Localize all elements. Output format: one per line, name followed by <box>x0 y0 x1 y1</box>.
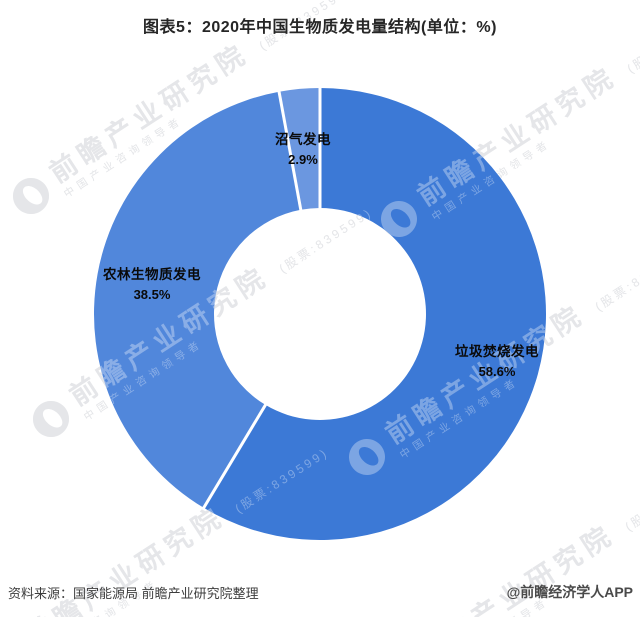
chart-title: 图表5：2020年中国生物质发电量结构(单位：%) <box>143 19 497 36</box>
slice-percent: 2.9% <box>288 152 318 168</box>
slice-percent: 58.6% <box>478 364 516 380</box>
slice-name: 沼气发电 <box>275 132 331 147</box>
slice-name: 垃圾焚烧发电 <box>455 344 539 359</box>
pie-slice-0 <box>203 88 546 540</box>
brand-credit: @前瞻经济学人APP <box>506 584 633 600</box>
slice-label-waste-incineration: 垃圾焚烧发电 58.6% <box>455 343 539 381</box>
slice-divider <box>201 402 268 510</box>
slice-label-biogas: 沼气发电 2.9% <box>275 131 331 169</box>
data-source-note: 资料来源：国家能源局 前瞻产业研究院整理 <box>8 586 259 601</box>
slice-divider <box>277 90 303 212</box>
slice-percent: 38.5% <box>133 287 171 303</box>
pie-slice-2 <box>279 88 320 210</box>
pie-slice-1 <box>93 91 301 508</box>
slice-label-agri-forestry: 农林生物质发电 38.5% <box>103 266 201 304</box>
slice-name: 农林生物质发电 <box>103 267 201 282</box>
